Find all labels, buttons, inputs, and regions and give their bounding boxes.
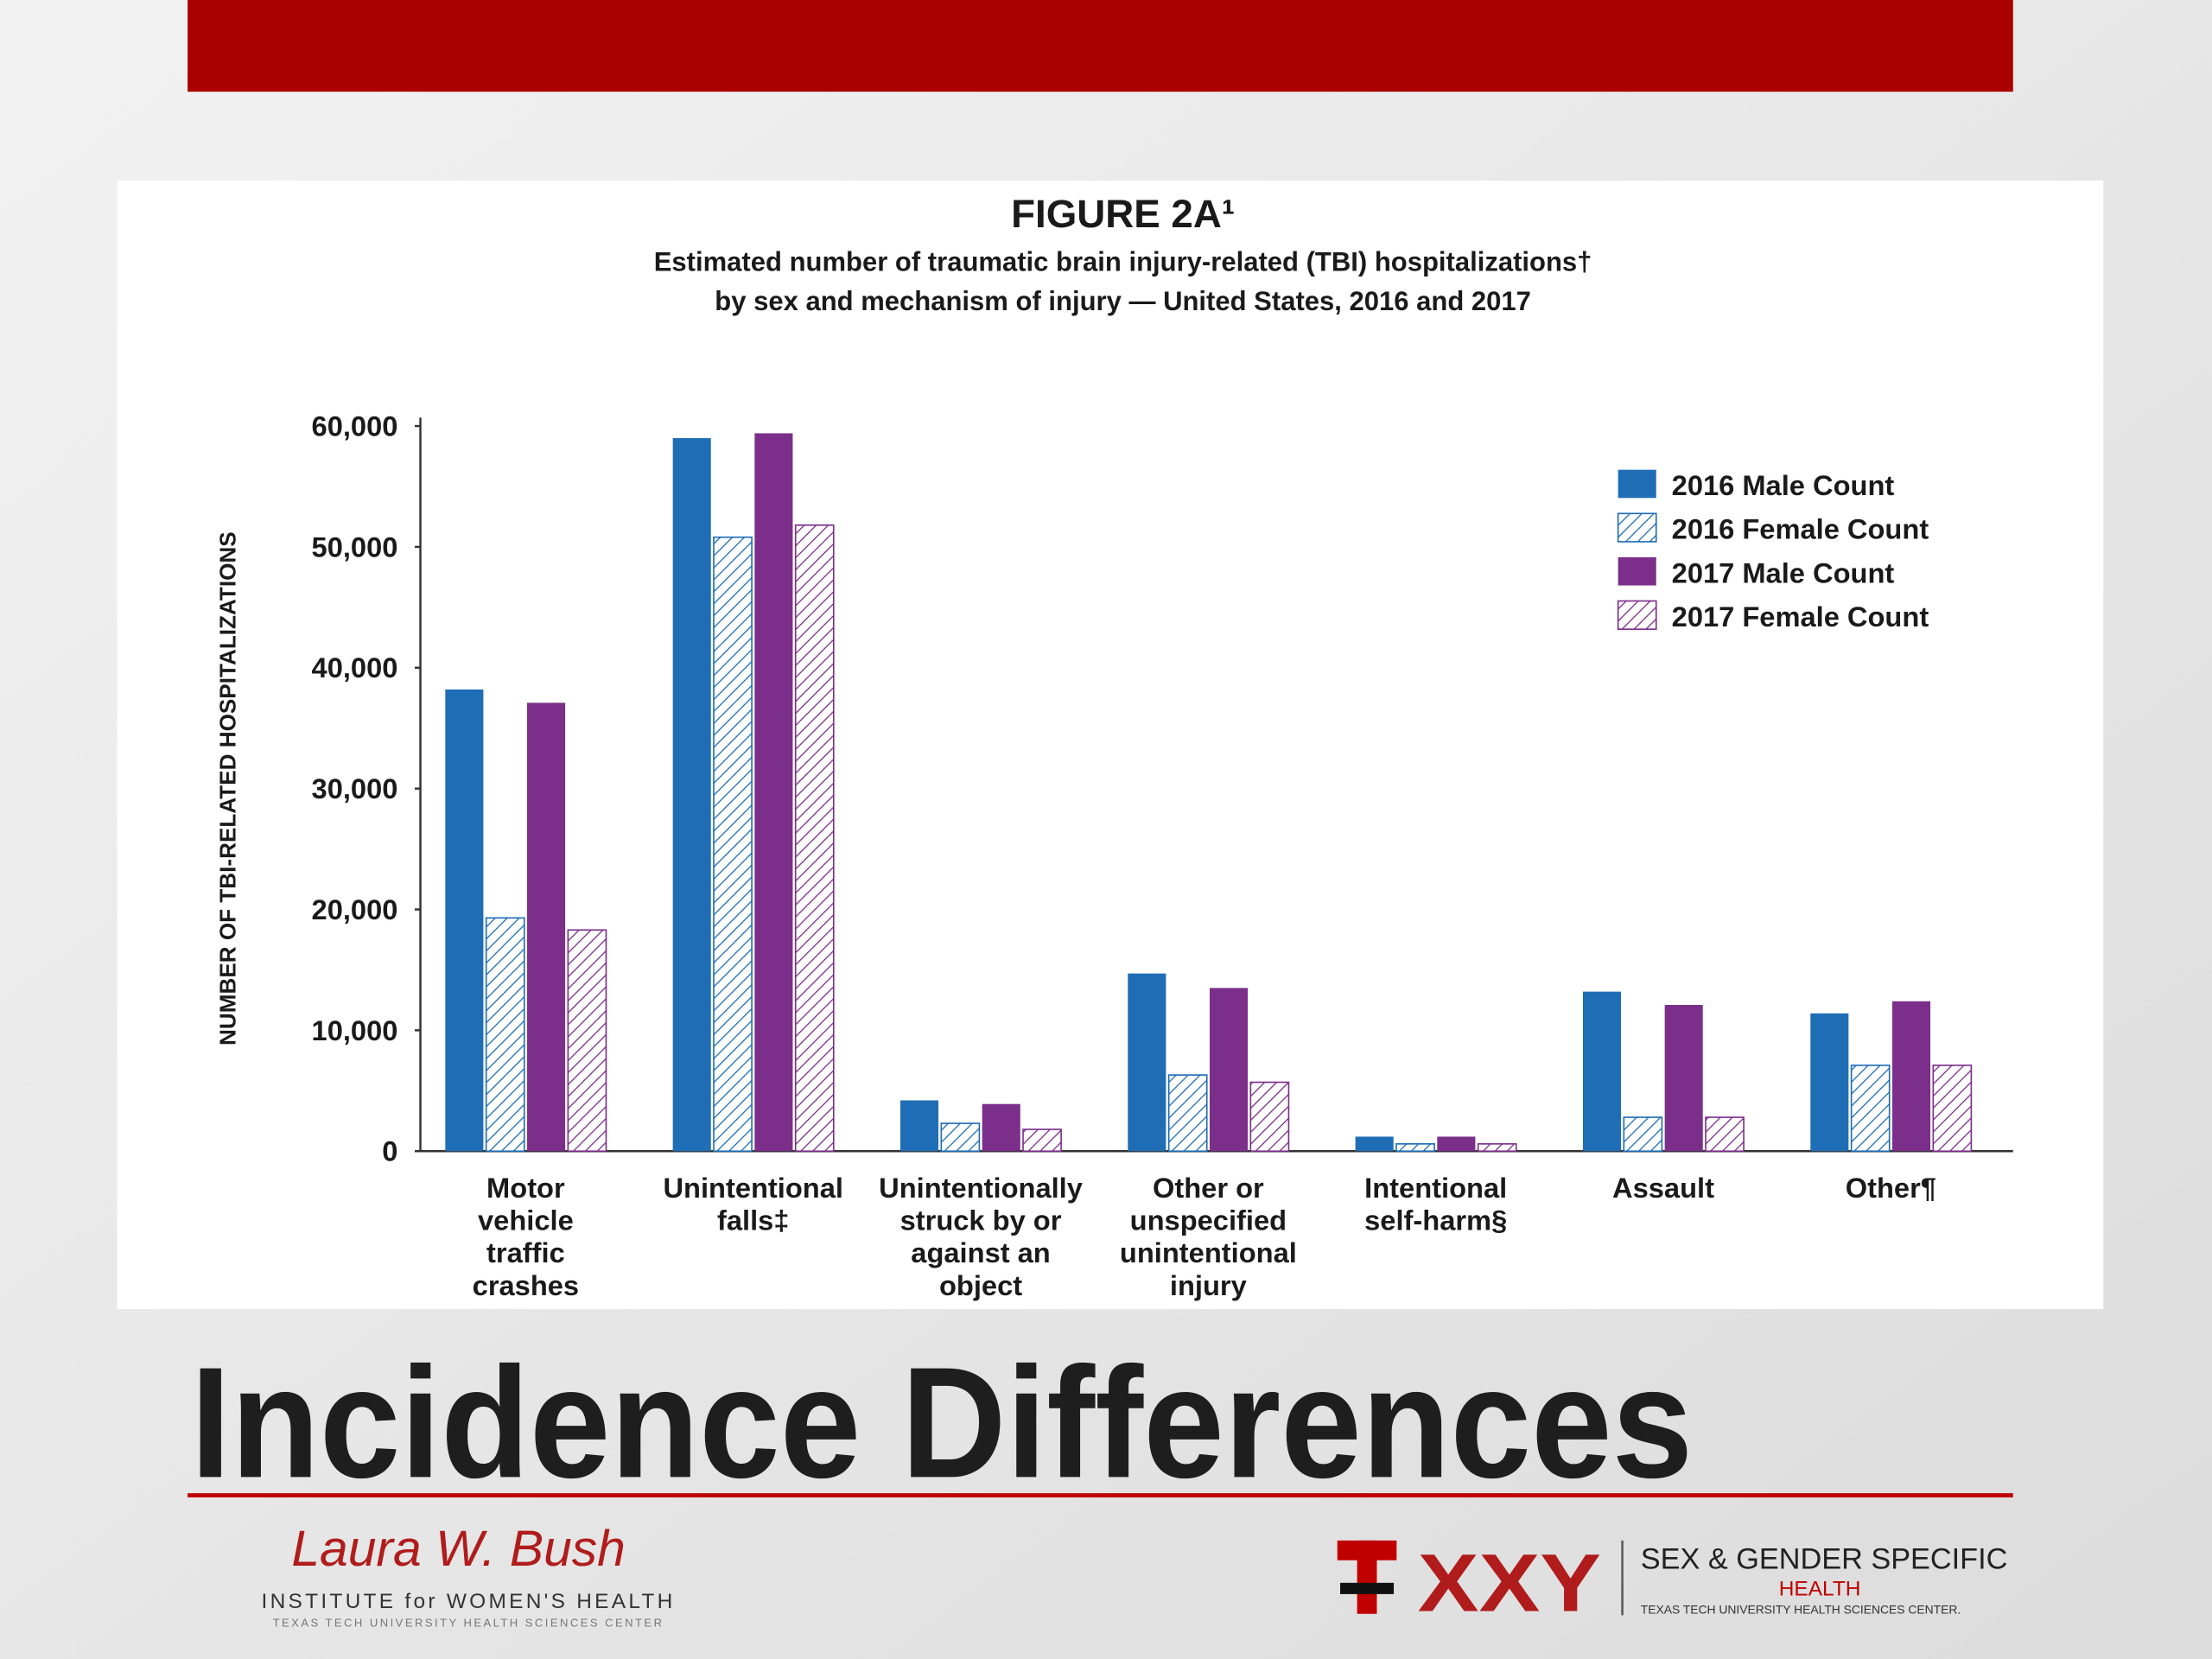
bar — [1128, 973, 1166, 1152]
bar — [1167, 1074, 1208, 1153]
logo-line3: TEXAS TECH UNIVERSITY HEALTH SCIENCES CE… — [1641, 1603, 1961, 1617]
bar — [940, 1122, 981, 1153]
bar — [899, 1100, 939, 1152]
bar — [754, 433, 793, 1152]
bar — [1395, 1143, 1435, 1153]
bar — [445, 689, 484, 1152]
x-tick-label: injury — [1170, 1269, 1247, 1301]
legend-label: 2017 Male Count — [1672, 556, 1895, 588]
bar — [1355, 1136, 1394, 1152]
x-tick-label: Unintentional — [663, 1172, 843, 1204]
header-bar — [188, 0, 2013, 92]
bar — [1705, 1116, 1745, 1153]
bar — [794, 524, 835, 1153]
tt-logo — [1337, 1540, 1397, 1614]
bar — [485, 917, 525, 1153]
legend-label: 2016 Female Count — [1672, 513, 1929, 545]
logo-line2: HEALTH — [1779, 1578, 1861, 1601]
logo-mark: XXY — [1418, 1537, 1601, 1629]
bar — [713, 536, 753, 1153]
y-tick-label: 30,000 — [312, 772, 398, 804]
chart-subtitle: by sex and mechanism of injury — United … — [715, 286, 1531, 316]
x-tick-label: unintentional — [1120, 1236, 1297, 1268]
bar — [1582, 991, 1622, 1152]
x-tick-label: struck by or — [900, 1205, 1062, 1236]
legend-swatch — [1617, 600, 1657, 630]
x-tick-label: vehicle — [478, 1205, 574, 1236]
chart-panel — [117, 180, 2104, 1310]
y-tick-label: 60,000 — [312, 410, 398, 442]
x-tick-label: Intentional — [1364, 1172, 1507, 1204]
chart-subtitle: Estimated number of traumatic brain inju… — [654, 246, 1592, 276]
bar — [1850, 1065, 1891, 1153]
bar — [1664, 1005, 1703, 1152]
x-tick-label: unspecified — [1130, 1205, 1287, 1236]
logo-line1: SEX & GENDER SPECIFIC — [1641, 1543, 2008, 1576]
bar — [1810, 1013, 1849, 1152]
bar — [567, 929, 607, 1153]
logo-name: INSTITUTE for WOMEN'S HEALTH — [262, 1590, 676, 1613]
bar — [1437, 1136, 1476, 1152]
logo-sub: TEXAS TECH UNIVERSITY HEALTH SCIENCES CE… — [273, 1616, 664, 1629]
bar — [1623, 1116, 1663, 1153]
y-tick-label: 10,000 — [312, 1014, 398, 1046]
y-tick-label: 0 — [382, 1135, 397, 1167]
bar — [527, 702, 566, 1152]
x-tick-label: Motor — [486, 1172, 565, 1204]
x-tick-label: Assault — [1612, 1172, 1714, 1204]
y-tick-label: 20,000 — [312, 893, 398, 925]
bar — [1022, 1128, 1062, 1153]
x-tick-label: self-harm§ — [1364, 1205, 1507, 1236]
legend-swatch — [1618, 556, 1656, 586]
bar — [1210, 988, 1249, 1152]
chart-title: FIGURE 2A¹ — [1011, 192, 1235, 236]
logo-script: Laura W. Bush — [291, 1521, 626, 1577]
legend-swatch — [1617, 512, 1657, 543]
x-tick-label: Unintentionally — [879, 1172, 1083, 1204]
y-tick-label: 50,000 — [312, 531, 398, 563]
legend-label: 2016 Male Count — [1672, 469, 1895, 501]
y-tick-label: 40,000 — [312, 652, 398, 683]
bar — [1249, 1081, 1290, 1153]
x-tick-label: traffic — [486, 1236, 565, 1268]
x-tick-label: Other¶ — [1846, 1172, 1936, 1204]
bar — [1932, 1065, 1973, 1153]
bar — [672, 438, 711, 1152]
legend-swatch — [1618, 469, 1656, 499]
x-tick-label: falls‡ — [717, 1205, 789, 1236]
slide-title: Incidence Differences — [190, 1333, 1693, 1510]
x-tick-label: against an — [911, 1236, 1050, 1268]
y-axis-label: NUMBER OF TBI-RELATED HOSPITALIZATIONS — [215, 531, 241, 1046]
x-tick-label: object — [939, 1269, 1022, 1301]
legend-label: 2017 Female Count — [1672, 601, 1929, 632]
bar — [1891, 1001, 1931, 1152]
x-tick-label: crashes — [473, 1269, 579, 1301]
bar — [1477, 1143, 1517, 1153]
x-tick-label: Other or — [1153, 1172, 1264, 1204]
bar — [982, 1103, 1020, 1152]
